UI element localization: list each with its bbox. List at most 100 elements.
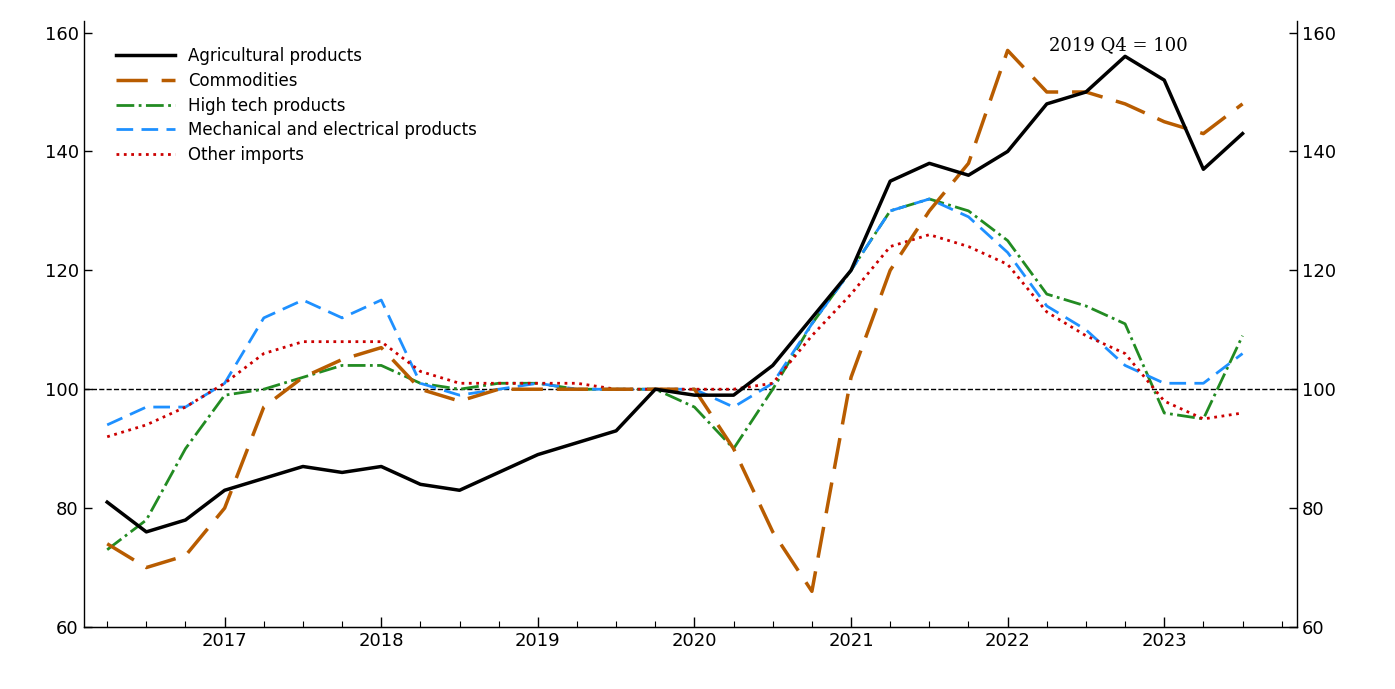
Commodities [882,266,898,274]
High tech products [1117,320,1134,328]
High tech products [647,385,664,393]
Commodities [843,373,859,382]
Line: Agricultural products: Agricultural products [107,56,1243,532]
Mechanical and electrical products [647,385,664,393]
Mechanical and electrical products [490,385,506,393]
Other imports [99,433,116,441]
Other imports [333,338,350,346]
Mechanical and electrical products [843,266,859,274]
Agricultural products [412,480,428,489]
Mechanical and electrical products [294,296,311,304]
Commodities [921,207,937,215]
Agricultural products [999,147,1016,156]
Commodities [216,504,233,512]
Line: Other imports: Other imports [107,235,1243,437]
Other imports [216,379,233,387]
High tech products [1156,409,1173,417]
Agricultural products [333,469,350,477]
Other imports [804,331,820,340]
Mechanical and electrical products [1196,379,1212,387]
Other imports [1196,415,1212,423]
Agricultural products [490,469,506,477]
Commodities [647,385,664,393]
Mechanical and electrical products [960,213,976,221]
High tech products [960,207,976,215]
Commodities [686,385,703,393]
Mechanical and electrical products [569,385,586,393]
Agricultural products [804,313,820,322]
High tech products [333,361,350,369]
Commodities [99,539,116,548]
Mechanical and electrical products [255,313,272,322]
Other imports [960,243,976,251]
High tech products [725,444,742,453]
Commodities [412,385,428,393]
Other imports [1117,349,1134,358]
Commodities [764,528,781,536]
Commodities [1038,88,1055,96]
Mechanical and electrical products [686,385,703,393]
Mechanical and electrical products [372,296,389,304]
Commodities [294,373,311,382]
Mechanical and electrical products [1077,326,1094,334]
Mechanical and electrical products [451,391,467,400]
Commodities [999,46,1016,54]
Other imports [999,260,1016,269]
Agricultural products [608,426,625,435]
Other imports [1077,331,1094,340]
High tech products [686,403,703,411]
Commodities [725,444,742,453]
Agricultural products [451,486,467,495]
Commodities [530,385,547,393]
Line: Mechanical and electrical products: Mechanical and electrical products [107,199,1243,425]
Mechanical and electrical products [725,403,742,411]
Agricultural products [294,462,311,471]
Commodities [1156,118,1173,126]
Other imports [255,349,272,358]
Other imports [530,379,547,387]
Agricultural products [647,385,664,393]
Other imports [1235,409,1251,417]
Agricultural products [138,528,155,536]
Commodities [804,587,820,595]
Other imports [569,379,586,387]
Other imports [138,421,155,429]
Other imports [882,243,898,251]
Mechanical and electrical products [138,403,155,411]
Line: Commodities: Commodities [107,50,1243,591]
Other imports [725,385,742,393]
Other imports [294,338,311,346]
High tech products [764,385,781,393]
Mechanical and electrical products [177,403,194,411]
Other imports [608,385,625,393]
High tech products [569,385,586,393]
High tech products [1038,290,1055,298]
Mechanical and electrical products [1117,361,1134,369]
Mechanical and electrical products [1235,349,1251,358]
Agricultural products [569,439,586,447]
Other imports [412,367,428,376]
Other imports [764,379,781,387]
Agricultural products [843,266,859,274]
High tech products [255,385,272,393]
Mechanical and electrical products [1156,379,1173,387]
Other imports [490,379,506,387]
Commodities [177,551,194,559]
High tech products [843,266,859,274]
Agricultural products [960,171,976,179]
Commodities [1196,130,1212,138]
Text: 2019 Q4 = 100: 2019 Q4 = 100 [1049,36,1187,54]
Other imports [1038,308,1055,316]
High tech products [99,546,116,554]
Mechanical and electrical products [530,379,547,387]
High tech products [1077,302,1094,310]
Other imports [647,385,664,393]
Commodities [1235,100,1251,108]
Agricultural products [255,474,272,482]
Mechanical and electrical products [1038,302,1055,310]
Other imports [451,379,467,387]
High tech products [177,444,194,453]
Commodities [138,564,155,572]
Commodities [255,403,272,411]
Mechanical and electrical products [608,385,625,393]
